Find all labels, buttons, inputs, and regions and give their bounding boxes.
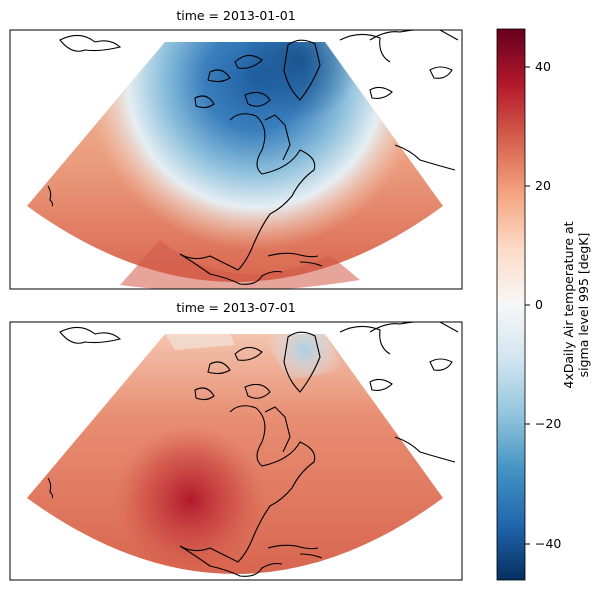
map-panel-january <box>27 30 459 289</box>
panel-title-january: time = 2013-01-01 <box>176 8 296 23</box>
map-frame-july <box>9 321 463 581</box>
map-panel-july <box>27 322 459 577</box>
arctic-cool-region <box>260 334 345 380</box>
colorbar-tick-neg20: −20 <box>535 416 562 431</box>
panel-title-july: time = 2013-07-01 <box>176 300 296 315</box>
colorbar-label-line2: sigma level 995 [degK] <box>576 232 591 378</box>
gulf-warm-region <box>120 240 360 289</box>
map-frame-january <box>9 29 463 290</box>
colorbar-tick-0: 0 <box>535 297 543 312</box>
colorbar-tick-neg40: −40 <box>535 536 562 551</box>
colorbar-tick-40: 40 <box>535 59 551 74</box>
colorbar-label-line1: 4xDaily Air temperature at <box>561 221 576 389</box>
hot-anomaly-southwest <box>27 334 443 574</box>
coastlines-july <box>47 322 459 577</box>
coastlines-january <box>47 30 459 285</box>
colorbar-label: 4xDaily Air temperature at sigma level 9… <box>561 195 593 415</box>
colorbar-tick-20: 20 <box>535 178 551 193</box>
colorbar <box>496 28 526 581</box>
colorbar-ticks <box>525 66 530 545</box>
